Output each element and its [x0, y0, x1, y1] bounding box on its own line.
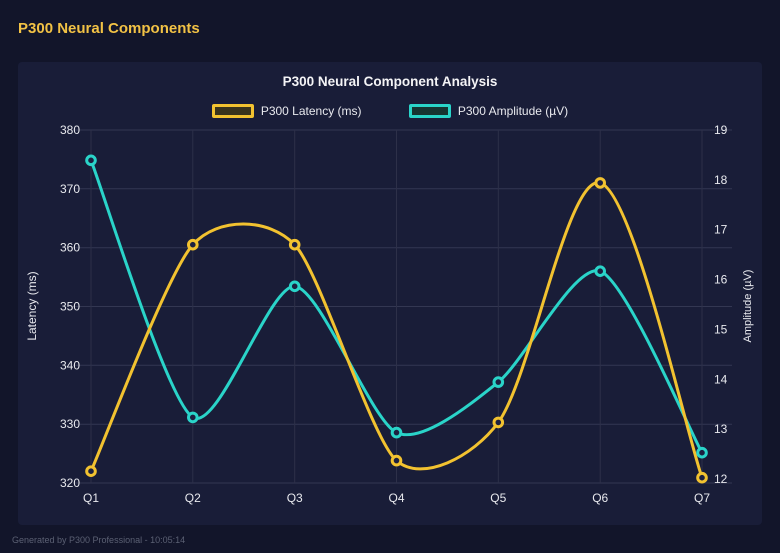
svg-text:18: 18: [714, 173, 728, 187]
svg-text:330: 330: [60, 417, 80, 431]
svg-text:Q7: Q7: [694, 491, 710, 505]
svg-text:13: 13: [714, 422, 728, 436]
svg-text:Q2: Q2: [185, 491, 201, 505]
svg-text:17: 17: [714, 223, 728, 237]
svg-text:370: 370: [60, 182, 80, 196]
svg-text:12: 12: [714, 472, 728, 486]
svg-text:19: 19: [714, 123, 728, 137]
svg-text:15: 15: [714, 322, 728, 336]
svg-text:380: 380: [60, 123, 80, 137]
svg-text:14: 14: [714, 372, 728, 386]
svg-text:Q4: Q4: [388, 491, 404, 505]
svg-text:350: 350: [60, 300, 80, 314]
svg-text:Q1: Q1: [83, 491, 99, 505]
svg-text:320: 320: [60, 476, 80, 490]
svg-text:360: 360: [60, 241, 80, 255]
svg-text:340: 340: [60, 358, 80, 372]
svg-text:Q5: Q5: [490, 491, 506, 505]
svg-text:Q6: Q6: [592, 491, 608, 505]
svg-text:Q3: Q3: [287, 491, 303, 505]
svg-text:Latency (ms): Latency (ms): [25, 271, 39, 340]
svg-text:Amplitude (µV): Amplitude (µV): [742, 270, 754, 343]
svg-text:16: 16: [714, 273, 728, 287]
